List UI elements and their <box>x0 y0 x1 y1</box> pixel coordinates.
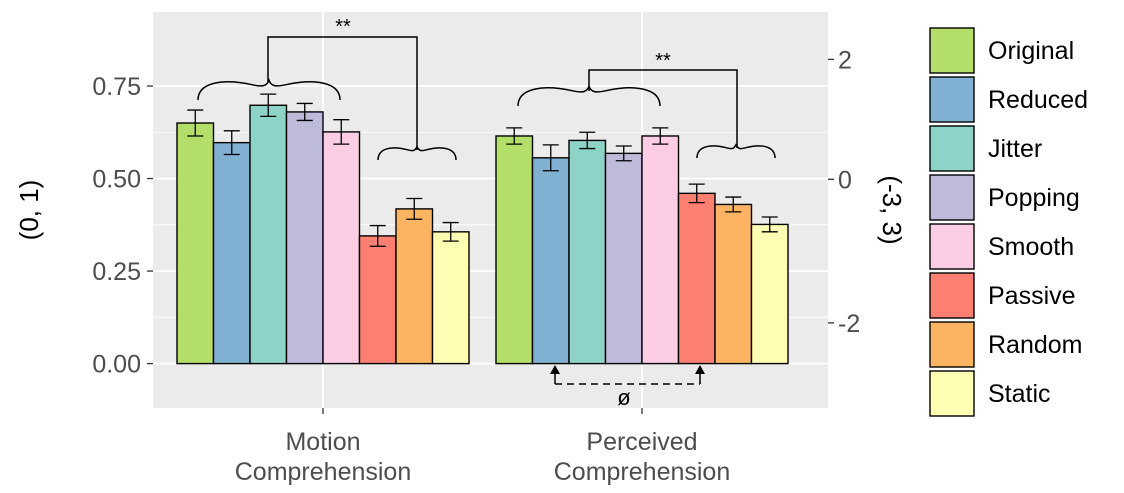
legend-key <box>929 223 975 270</box>
legend-key <box>929 125 975 172</box>
y-tick-label-right: -2 <box>838 310 860 338</box>
errorbar-smooth <box>333 119 350 145</box>
bar-reduced <box>531 157 570 365</box>
legend-key <box>929 370 975 417</box>
bar-jitter <box>568 139 607 365</box>
brace <box>696 143 776 159</box>
bar-jitter <box>249 104 288 365</box>
bar-smooth <box>641 135 680 365</box>
x-tick-label: Comprehension <box>235 458 412 486</box>
errorbar-reduced <box>542 144 559 172</box>
legend-item-random: Random <box>929 321 1083 368</box>
errorbar-smooth <box>652 127 669 145</box>
legend-key <box>929 174 975 221</box>
legend-key <box>929 76 975 123</box>
legend-item-original: Original <box>929 27 1074 74</box>
axes: 0.000.250.500.75-202MotionComprehensionP… <box>14 46 907 486</box>
legend-label: Static <box>988 380 1051 408</box>
ns-arrowhead-right <box>695 365 705 374</box>
legend-key <box>929 27 975 74</box>
bar-popping <box>285 111 324 365</box>
y-tick-label-right: 0 <box>838 166 852 194</box>
significance-bracket <box>267 36 418 150</box>
bar-passive <box>358 235 397 365</box>
x-tick-label: Perceived <box>586 428 697 456</box>
y-tick-label-left: 0.25 <box>92 258 141 286</box>
bar-original <box>495 135 534 365</box>
legend-item-smooth: Smooth <box>929 223 1074 270</box>
legend-label: Jitter <box>988 135 1042 163</box>
legend-item-jitter: Jitter <box>929 125 1042 172</box>
y-tick-label-left: 0.75 <box>92 73 141 101</box>
legend-label: Passive <box>988 282 1076 310</box>
bar-popping <box>604 152 643 365</box>
errorbar-random <box>406 197 423 220</box>
errorbar-original <box>187 109 204 137</box>
bar-random <box>395 208 434 365</box>
legend-label: Popping <box>988 184 1080 212</box>
errorbar-static <box>442 221 459 242</box>
legend-label: Reduced <box>988 86 1088 114</box>
bar-static <box>431 231 470 365</box>
errorbar-popping <box>615 145 632 162</box>
errorbar-reduced <box>223 130 240 156</box>
bar-smooth <box>322 131 361 365</box>
legend: Original Reduced Jitter Popping Smooth Passiv… <box>929 27 1088 417</box>
legend-key <box>929 272 975 319</box>
errorbar-passive <box>369 224 386 247</box>
significance-label: ** <box>335 16 351 38</box>
y-tick-label-left: 0.00 <box>92 351 141 379</box>
significance-bracket <box>588 69 738 148</box>
legend-item-popping: Popping <box>929 174 1080 221</box>
legend-label: Original <box>988 37 1074 65</box>
brace <box>197 78 341 101</box>
ns-label: ø <box>617 385 630 410</box>
bar-static <box>750 223 789 365</box>
legend-label: Random <box>988 331 1083 359</box>
errorbar-original <box>506 127 523 145</box>
x-tick-label: Motion <box>285 428 360 456</box>
errorbar-popping <box>296 102 313 122</box>
annotations: ** ** ø <box>197 16 776 410</box>
errorbar-random <box>725 196 742 213</box>
errorbar-jitter <box>260 93 277 118</box>
significance-label: ** <box>655 50 671 72</box>
legend-item-reduced: Reduced <box>929 76 1088 123</box>
errorbar-jitter <box>579 131 596 150</box>
errorbar-passive <box>688 183 705 204</box>
ns-arrowhead-left <box>550 365 560 374</box>
x-tick-label: Comprehension <box>554 458 731 486</box>
y-tick-label-right: 2 <box>838 46 852 74</box>
y-axis-title-right: (-3, 3) <box>877 175 907 244</box>
legend-item-passive: Passive <box>929 272 1076 319</box>
y-axis-title-left: (0, 1) <box>14 180 44 241</box>
legend-key <box>929 321 975 368</box>
legend-label: Smooth <box>988 233 1074 261</box>
errorbar-static <box>761 216 778 233</box>
bar-original <box>176 122 215 365</box>
bar-random <box>714 203 753 365</box>
bar-reduced <box>212 141 251 365</box>
legend-item-static: Static <box>929 370 1051 417</box>
bar-passive <box>677 192 716 365</box>
plot-area <box>153 12 828 408</box>
y-tick-label-left: 0.50 <box>92 166 141 194</box>
